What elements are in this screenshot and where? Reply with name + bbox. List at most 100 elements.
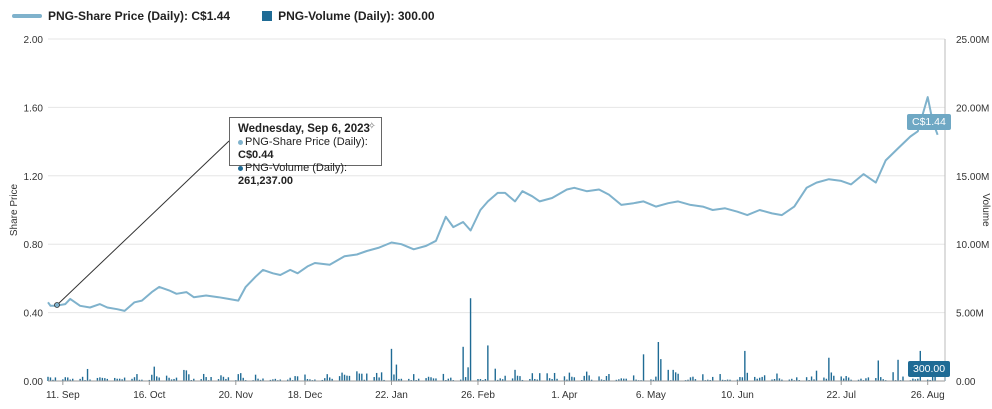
volume-bar [168, 377, 170, 381]
y-left-tick-label: 0.40 [24, 309, 44, 320]
volume-bar [551, 379, 553, 381]
y-left-tick-label: 0.80 [24, 240, 44, 251]
volume-bar [692, 376, 694, 381]
volume-bar [380, 372, 383, 381]
volume-bar [417, 378, 420, 381]
volume-bar [237, 374, 239, 381]
grid-lines [48, 38, 945, 382]
volume-bar [227, 377, 230, 381]
volume-bar [687, 379, 689, 381]
volume-bar [815, 370, 818, 381]
volume-bar [539, 373, 541, 381]
volume-bar [709, 379, 711, 381]
volume-bar [366, 373, 368, 381]
volume-bar [605, 376, 608, 381]
volume-bar [585, 371, 588, 381]
legend-volume-label: PNG-Volume (Daily): 300.00 [278, 9, 435, 23]
volume-bar [358, 373, 361, 381]
volume-bar [830, 372, 833, 381]
pin-icon[interactable]: ✧ [367, 121, 376, 132]
x-tick-label: 16. Oct [133, 390, 165, 401]
volume-bar [776, 373, 778, 381]
y-left-tick-label: 0.00 [24, 377, 44, 388]
volume-bar [432, 378, 435, 381]
volume-bar [620, 378, 622, 381]
volume-bar [116, 378, 118, 381]
volume-bar [914, 379, 917, 381]
volume-bar [67, 377, 69, 381]
volume-bar [741, 377, 744, 381]
volume-bar [373, 377, 375, 381]
volume-bar [857, 379, 860, 381]
volume-bar [86, 368, 89, 381]
volume-bar [556, 378, 558, 381]
volume-bar [269, 379, 272, 381]
volume-bar [548, 378, 551, 381]
volume-bar [882, 379, 884, 381]
y-right-tick-label: 20.00M [956, 103, 989, 114]
volume-bar [469, 298, 472, 381]
volume-bar [635, 379, 637, 381]
volume-bar [141, 379, 143, 381]
volume-bar [842, 378, 845, 381]
volume-bar [615, 379, 618, 381]
volume-bar [183, 369, 185, 381]
volume-bar [897, 359, 899, 381]
volume-bar [623, 378, 625, 381]
volume-bar [504, 375, 506, 381]
volume-bar [348, 375, 351, 381]
volume-bar [781, 379, 783, 381]
volume-bar [912, 378, 914, 381]
volume-bar [499, 378, 501, 381]
volume-bar [450, 377, 452, 381]
x-tick-label: 20. Nov [219, 390, 253, 401]
volume-bar [383, 379, 385, 381]
volume-bar [442, 373, 445, 381]
volume-bar [729, 379, 731, 381]
volume-bar [165, 375, 168, 381]
volume-bar [892, 372, 894, 381]
volume-bar [220, 375, 222, 381]
volume-bar [788, 379, 791, 381]
volume-bar [148, 379, 151, 381]
volume-bar [170, 379, 173, 381]
volume-bar [254, 374, 257, 381]
volume-bar [62, 379, 64, 381]
volume-bar [118, 378, 121, 381]
volume-bar [121, 379, 123, 381]
volume-bar [99, 377, 101, 381]
legend-item-volume[interactable]: PNG-Volume (Daily): 300.00 [262, 9, 435, 23]
volume-bar [566, 379, 568, 381]
axes: 0.00 0.40 0.80 1.20 1.60 2.00 0.00 5.00M 10.00M 1… [9, 35, 991, 401]
volume-bar [880, 377, 882, 381]
tooltip-price-row: PNG-Share Price (Daily): C$0.44 [238, 136, 381, 162]
volume-bar [667, 369, 669, 381]
volume-bar [185, 370, 188, 381]
volume-bar [459, 379, 462, 381]
volume-bar [721, 379, 724, 381]
price-dot-icon [238, 139, 243, 145]
volume-bar [618, 379, 620, 381]
y-right-tick-label: 15.00M [956, 172, 989, 183]
volume-bar [314, 379, 316, 381]
volume-bar [81, 376, 84, 381]
volume-bar [430, 377, 432, 381]
volume-bar [823, 377, 825, 381]
volume-bar [726, 379, 729, 381]
volume-bar [272, 379, 274, 381]
volume-bar [274, 378, 277, 381]
volume-bar [408, 378, 410, 381]
volume-bar [632, 375, 635, 381]
volume-bar [427, 376, 430, 381]
volume-bar [131, 378, 133, 381]
volume-bar [52, 379, 54, 381]
volume-bars [47, 298, 946, 382]
volume-bar [521, 379, 524, 381]
volume-bar [188, 374, 190, 381]
volume-bar [96, 377, 99, 381]
legend-item-price[interactable]: PNG-Share Price (Daily): C$1.44 [12, 9, 230, 23]
volume-bar [588, 375, 590, 381]
volume-bar [413, 374, 415, 381]
volume-bar [825, 378, 828, 381]
